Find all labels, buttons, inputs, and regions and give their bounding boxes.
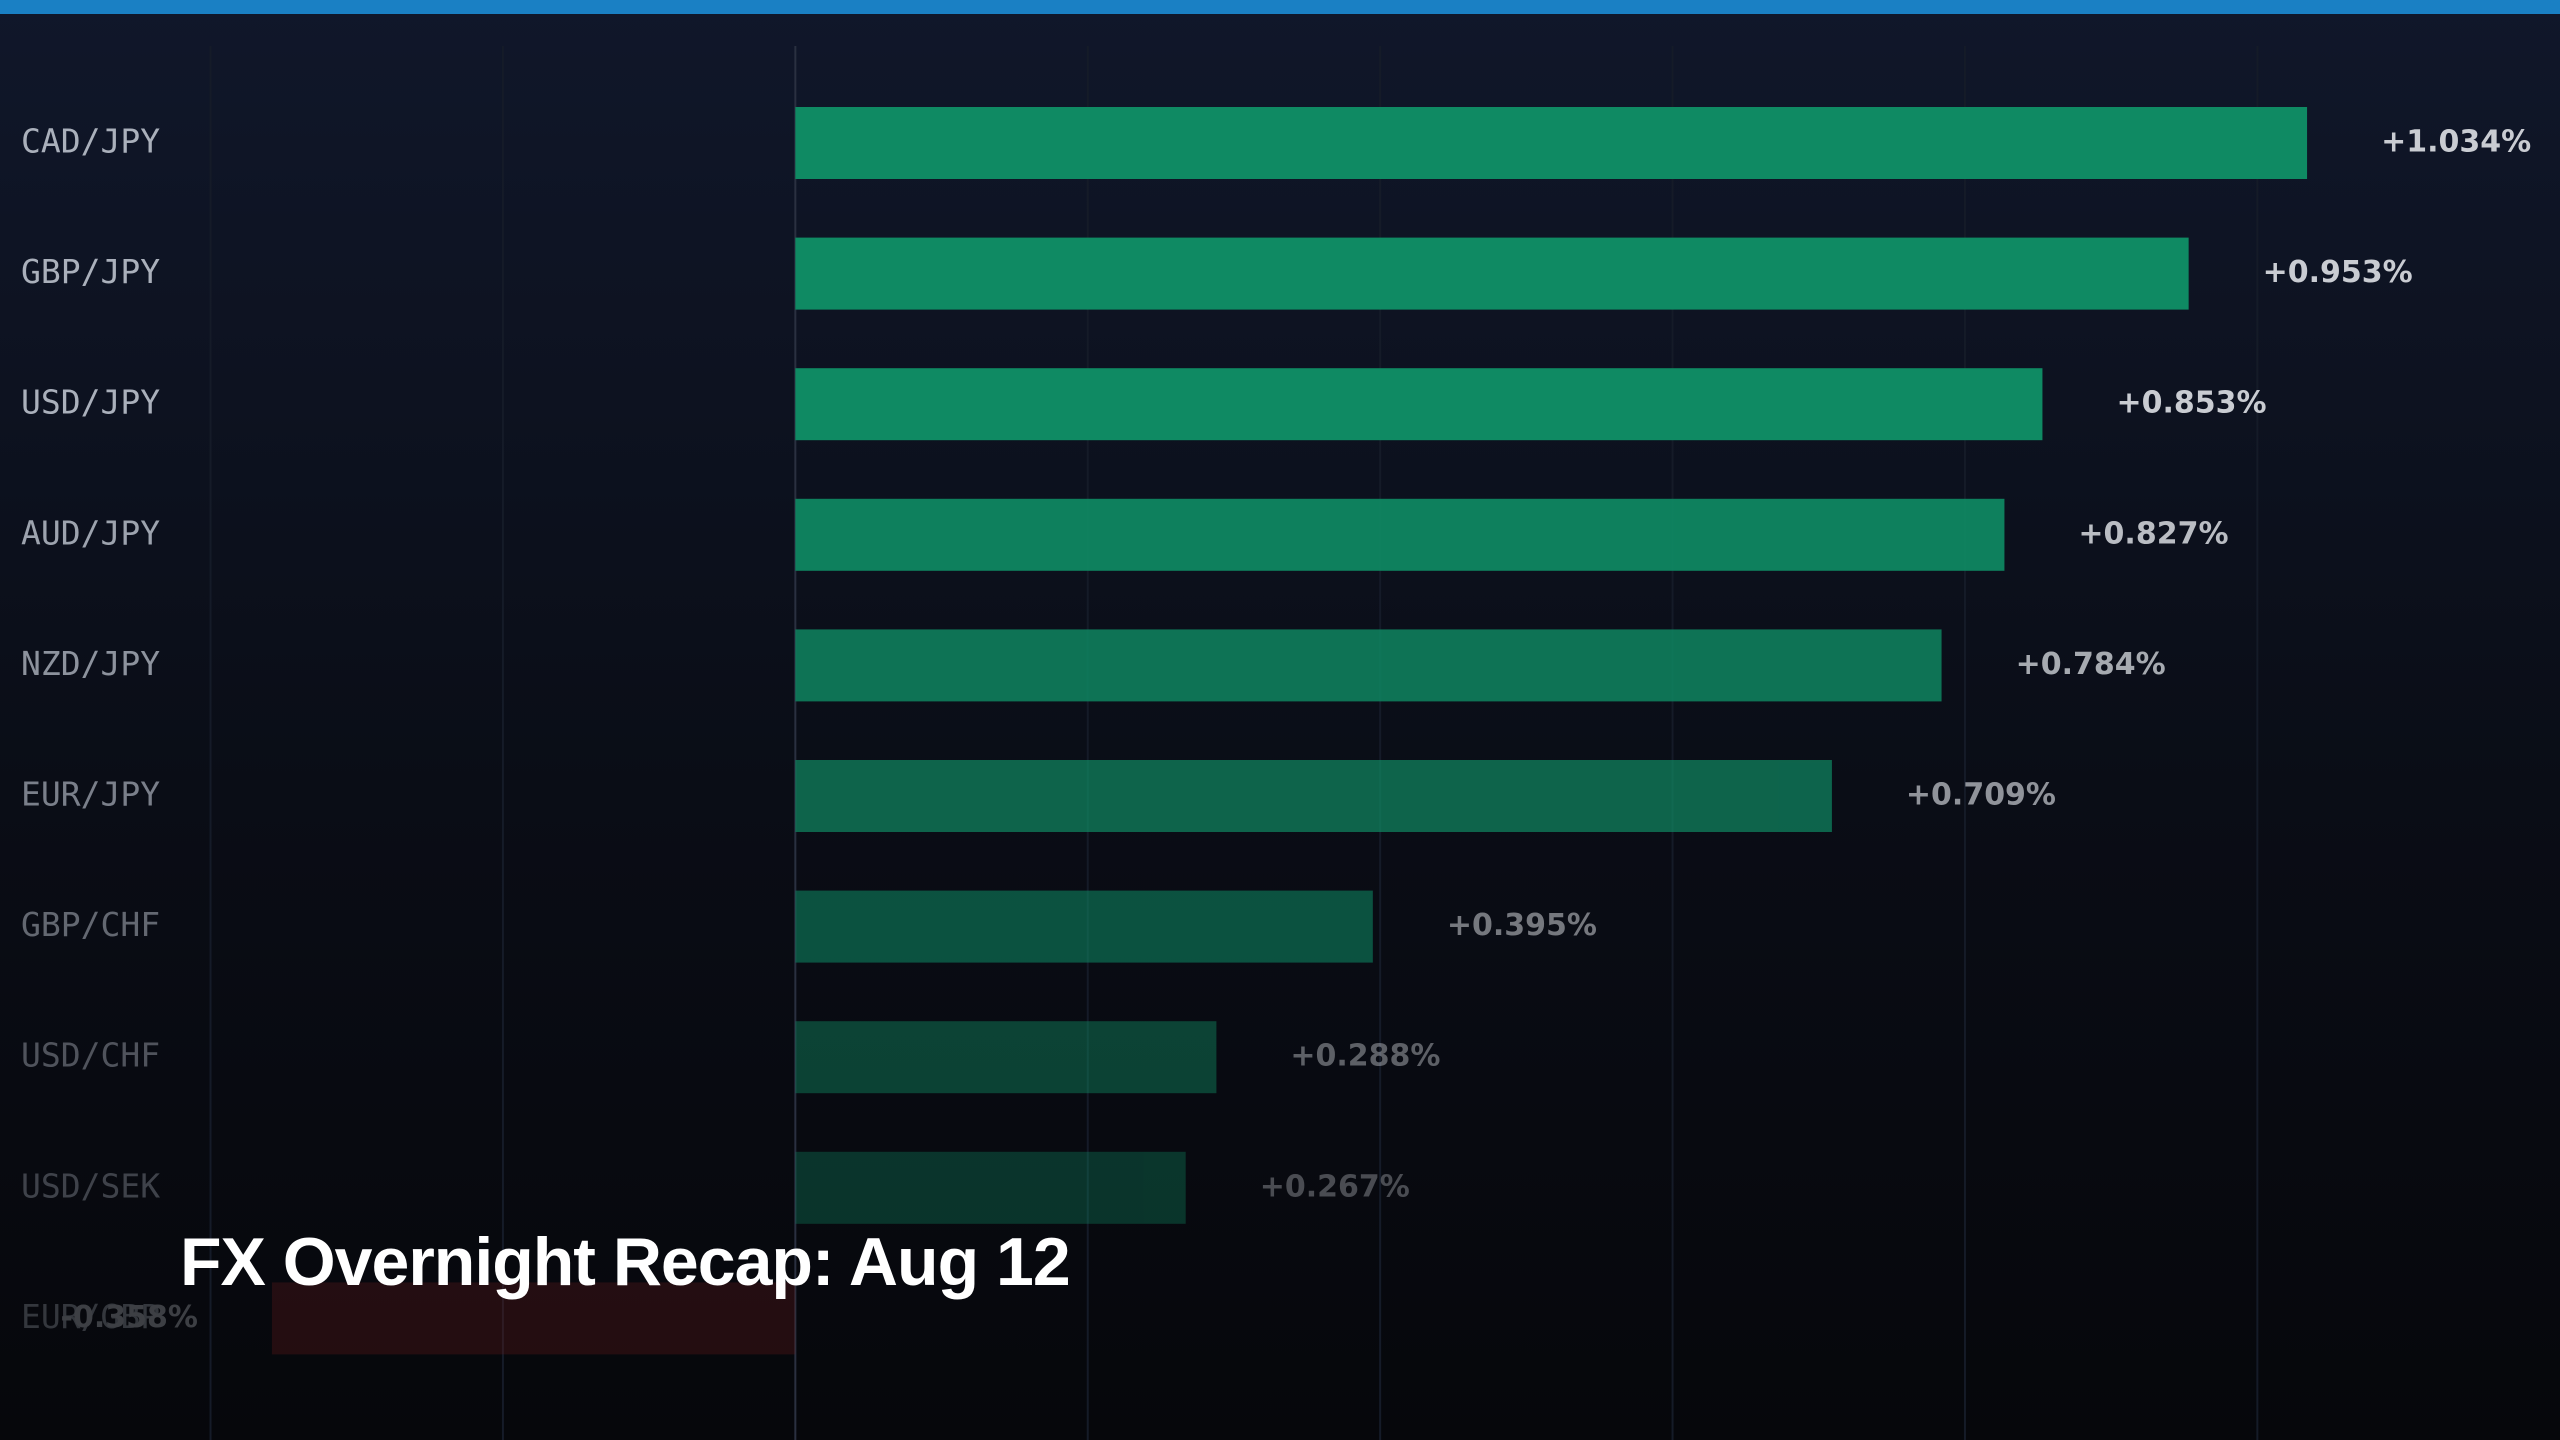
row: USD/JPY +0.853% xyxy=(21,368,2267,441)
value-label: -0.358% xyxy=(61,1300,198,1335)
bar xyxy=(795,107,2308,179)
bar xyxy=(795,1151,1186,1224)
row: USD/CHF +0.288% xyxy=(21,1021,1440,1094)
top-bar xyxy=(0,0,2560,14)
value-label: +0.853% xyxy=(2116,386,2266,421)
category-label: CAD/JPY xyxy=(21,122,160,161)
category-label: EUR/GBP xyxy=(21,1297,160,1336)
bar xyxy=(795,1021,1217,1094)
category-label: USD/CHF xyxy=(21,1036,160,1075)
bar xyxy=(795,237,2189,310)
category-label: NZD/JPY xyxy=(21,644,160,683)
bar xyxy=(271,1282,796,1355)
category-label: GBP/JPY xyxy=(21,252,160,291)
bar xyxy=(795,890,1373,963)
value-label: +0.709% xyxy=(1906,778,2056,813)
category-label: USD/SEK xyxy=(21,1166,160,1205)
row: USD/SEK +0.267% xyxy=(21,1151,1410,1224)
row: AUD/JPY +0.827% xyxy=(21,498,2229,571)
row: NZD/JPY +0.784% xyxy=(21,629,2166,702)
row: GBP/CHF +0.395% xyxy=(21,890,1597,963)
category-label: EUR/JPY xyxy=(21,775,160,814)
value-label: +0.395% xyxy=(1447,908,1597,943)
rows: CAD/JPY +1.034% GBP/JPY +0.953% USD/JPY +0.85… xyxy=(21,107,2531,1355)
category-label: AUD/JPY xyxy=(21,513,160,552)
value-label: +0.827% xyxy=(2078,516,2228,551)
value-label: +1.034% xyxy=(2381,125,2531,160)
chart-title: FX Overnight Recap: Aug 12 xyxy=(180,1224,1070,1300)
value-label: +0.953% xyxy=(2263,255,2413,290)
value-label: +0.267% xyxy=(1260,1169,1410,1204)
value-label: +0.288% xyxy=(1290,1039,1440,1074)
bar xyxy=(795,629,1942,702)
bar xyxy=(795,498,2005,571)
category-label: GBP/CHF xyxy=(21,905,160,944)
bar xyxy=(795,368,2043,441)
row: EUR/JPY +0.709% xyxy=(21,760,2056,832)
bar xyxy=(795,760,1832,832)
row: EUR/GBP-0.358% xyxy=(21,1282,796,1355)
row: CAD/JPY +1.034% xyxy=(21,107,2531,179)
category-label: USD/JPY xyxy=(21,383,160,422)
value-label: +0.784% xyxy=(2016,647,2166,682)
row: GBP/JPY +0.953% xyxy=(21,237,2413,310)
